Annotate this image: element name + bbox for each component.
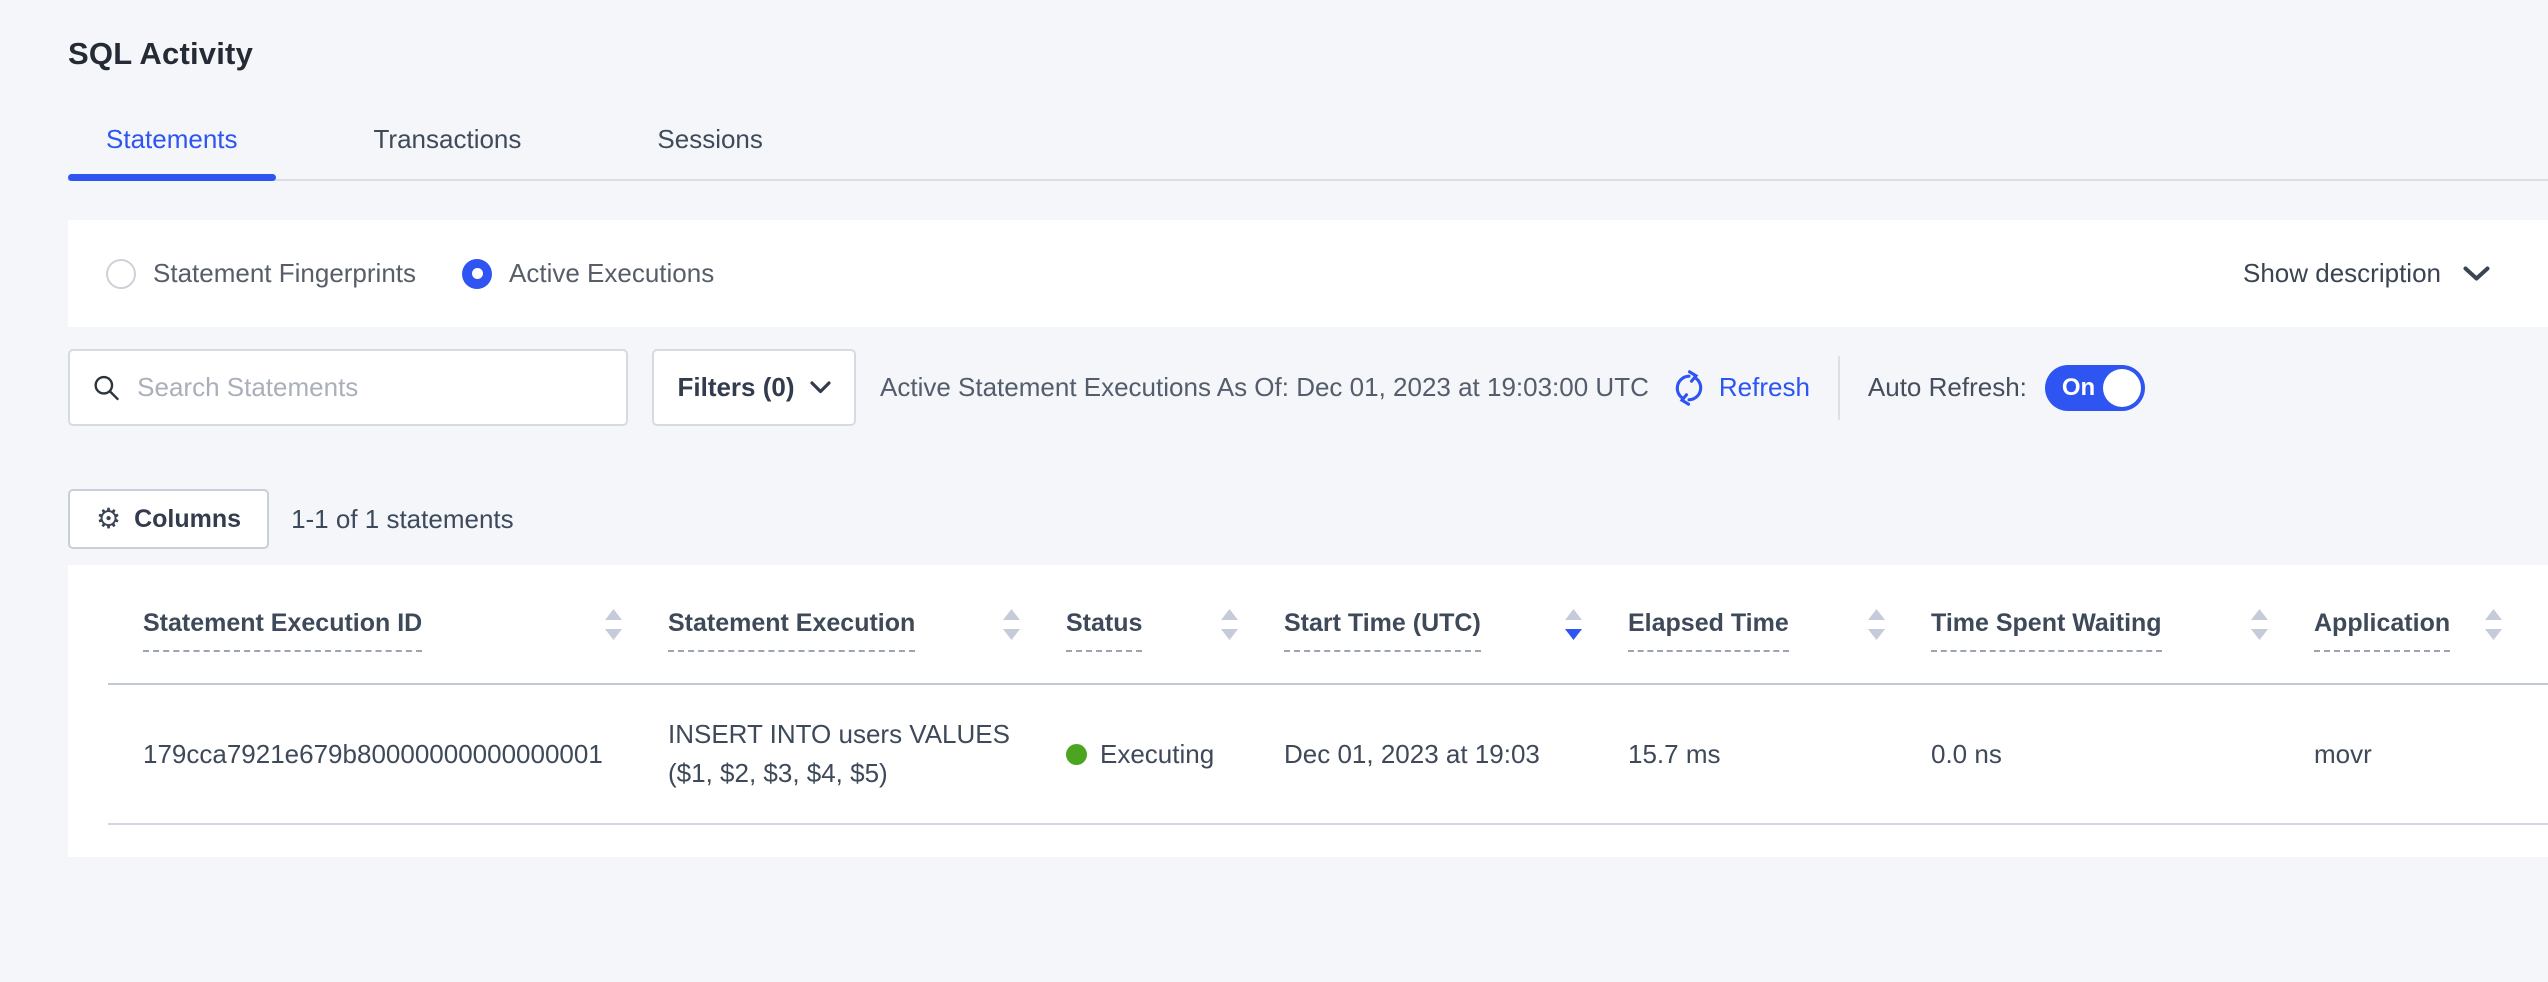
tab-label: Statements xyxy=(106,124,238,154)
status-executing-dot xyxy=(1066,743,1087,765)
radio-dot xyxy=(471,268,483,279)
sort-icon[interactable] xyxy=(1220,607,1239,643)
sort-icon[interactable] xyxy=(1002,607,1021,643)
status-label: Executing xyxy=(1100,738,1215,769)
table-row[interactable]: 179cca7921e679b80000000000000001 INSERT … xyxy=(108,684,2548,824)
statements-table: Statement Execution ID Statement Executi… xyxy=(108,565,2548,825)
columns-label: Columns xyxy=(134,504,242,533)
results-count: 1-1 of 1 statements xyxy=(291,503,514,534)
cell-status: Executing xyxy=(1066,684,1284,824)
toggle-knob xyxy=(2102,368,2141,407)
tab-sessions[interactable]: Sessions xyxy=(619,124,801,179)
filters-button[interactable]: Filters (0) xyxy=(652,349,856,426)
toggle-state-label: On xyxy=(2061,373,2096,401)
sort-icon[interactable] xyxy=(2250,607,2269,643)
show-description-label: Show description xyxy=(2243,258,2441,288)
radio-label: Active Executions xyxy=(509,258,715,288)
sort-desc-icon[interactable] xyxy=(1564,607,1583,643)
cell-statement-execution[interactable]: INSERT INTO users VALUES ($1, $2, $3, $4… xyxy=(668,719,1010,788)
view-mode-card: Statement Fingerprints Active Executions… xyxy=(68,220,2548,327)
tab-label: Transactions xyxy=(373,124,522,154)
column-header-start-time[interactable]: Start Time (UTC) xyxy=(1284,565,1628,684)
as-of-text: Active Statement Executions As Of: Dec 0… xyxy=(880,372,1649,402)
filters-label: Filters (0) xyxy=(677,372,795,402)
table-toolbar: ⚙ Columns 1-1 of 1 statements xyxy=(68,489,2548,549)
refresh-button[interactable]: Refresh xyxy=(1671,369,1810,406)
auto-refresh-toggle[interactable]: On xyxy=(2044,364,2145,411)
refresh-icon xyxy=(1675,369,1703,406)
tab-transactions[interactable]: Transactions xyxy=(336,124,560,179)
statements-table-card: Statement Execution ID Statement Executi… xyxy=(68,565,2548,857)
column-header-elapsed-time[interactable]: Elapsed Time xyxy=(1628,565,1931,684)
cell-start-time: Dec 01, 2023 at 19:03 xyxy=(1284,738,1540,769)
sql-activity-page: SQL Activity Statements Transactions Ses… xyxy=(0,36,2548,982)
cell-application: movr xyxy=(2314,738,2372,769)
search-input[interactable] xyxy=(137,372,604,403)
search-icon xyxy=(94,375,119,400)
column-header-statement-execution[interactable]: Statement Execution xyxy=(668,565,1066,684)
refresh-label: Refresh xyxy=(1718,372,1810,402)
auto-refresh-label: Auto Refresh: xyxy=(1867,372,2027,402)
radio-selected-icon xyxy=(462,258,493,289)
radio-statement-fingerprints[interactable]: Statement Fingerprints xyxy=(106,258,416,289)
controls-row: Filters (0) Active Statement Executions … xyxy=(68,349,2548,426)
chevron-down-icon xyxy=(2463,266,2490,280)
sort-icon[interactable] xyxy=(1867,607,1886,643)
chevron-down-icon xyxy=(809,381,831,394)
show-description-toggle[interactable]: Show description xyxy=(2243,258,2490,289)
tab-bar: Statements Transactions Sessions xyxy=(68,124,2548,181)
sort-icon[interactable] xyxy=(2484,607,2503,643)
radio-label: Statement Fingerprints xyxy=(153,258,417,288)
column-header-application[interactable]: Application xyxy=(2314,565,2548,684)
sort-icon[interactable] xyxy=(604,607,623,643)
cell-elapsed-time: 15.7 ms xyxy=(1628,738,1721,769)
divider xyxy=(1837,355,1840,420)
search-input-wrapper xyxy=(68,349,628,426)
tab-label: Sessions xyxy=(657,124,763,154)
page-title: SQL Activity xyxy=(68,36,254,71)
cell-time-spent-waiting: 0.0 ns xyxy=(1931,738,2002,769)
column-header-time-spent-waiting[interactable]: Time Spent Waiting xyxy=(1931,565,2314,684)
gear-icon: ⚙ xyxy=(96,502,122,535)
column-header-status[interactable]: Status xyxy=(1066,565,1284,684)
cell-execution-id[interactable]: 179cca7921e679b80000000000000001 xyxy=(143,738,603,769)
column-header-statement-execution-id[interactable]: Statement Execution ID xyxy=(108,565,668,684)
radio-unselected-icon xyxy=(106,258,136,289)
table-header-row: Statement Execution ID Statement Executi… xyxy=(108,565,2548,684)
columns-button[interactable]: ⚙ Columns xyxy=(68,489,270,549)
tab-statements[interactable]: Statements xyxy=(68,124,276,181)
radio-active-executions[interactable]: Active Executions xyxy=(462,258,714,289)
